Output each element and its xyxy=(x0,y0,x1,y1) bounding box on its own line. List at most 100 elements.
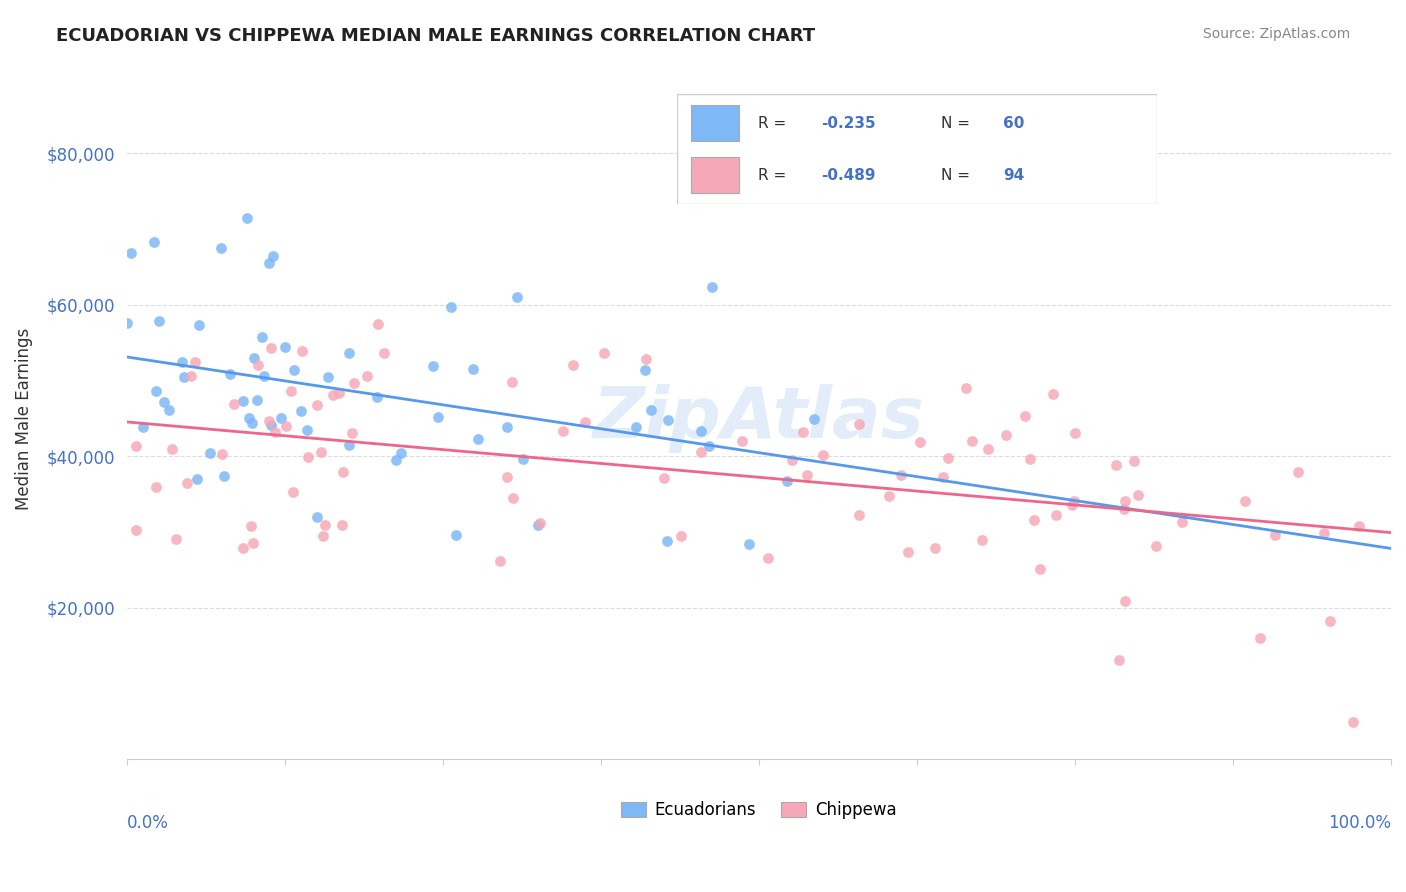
Point xyxy=(502,491,524,505)
Point xyxy=(157,402,180,417)
Point xyxy=(1019,451,1042,466)
Point xyxy=(890,468,912,483)
Point xyxy=(145,384,167,398)
Point xyxy=(238,410,260,425)
Text: ZipAtlas: ZipAtlas xyxy=(593,384,925,453)
Point xyxy=(170,355,193,369)
Point xyxy=(257,414,280,428)
Point xyxy=(640,402,662,417)
Point xyxy=(960,434,983,449)
Point xyxy=(574,415,596,429)
Point xyxy=(488,554,510,568)
Point xyxy=(186,472,208,486)
Point xyxy=(527,518,550,533)
Point xyxy=(669,528,692,542)
Point xyxy=(977,442,1000,456)
Point xyxy=(1249,631,1271,645)
Point xyxy=(1014,409,1036,423)
Point xyxy=(367,317,389,331)
Point xyxy=(330,517,353,532)
Point xyxy=(218,368,240,382)
Point xyxy=(467,432,489,446)
Point xyxy=(297,450,319,465)
Point xyxy=(1313,525,1336,540)
Point xyxy=(1319,614,1341,628)
Point xyxy=(877,489,900,503)
Point xyxy=(994,427,1017,442)
Point xyxy=(813,448,835,462)
Point xyxy=(495,470,517,484)
Point xyxy=(737,537,759,551)
Point xyxy=(142,235,165,249)
Point xyxy=(246,358,269,372)
Point xyxy=(211,447,233,461)
Point xyxy=(1024,513,1046,527)
Point xyxy=(125,523,148,537)
Point xyxy=(209,241,232,255)
Point xyxy=(356,368,378,383)
Point xyxy=(314,517,336,532)
Point xyxy=(1063,494,1085,508)
Point xyxy=(970,533,993,548)
Point xyxy=(184,355,207,369)
Point xyxy=(932,470,955,484)
Point xyxy=(389,445,412,459)
Point xyxy=(337,346,360,360)
Point xyxy=(232,541,254,556)
Point xyxy=(756,550,779,565)
Text: Source: ZipAtlas.com: Source: ZipAtlas.com xyxy=(1202,27,1350,41)
Point xyxy=(908,435,931,450)
Point xyxy=(1123,454,1146,468)
Point xyxy=(165,532,187,546)
Point xyxy=(246,392,269,407)
Point xyxy=(332,465,354,479)
Point xyxy=(117,317,139,331)
Point xyxy=(1042,387,1064,401)
Point xyxy=(264,425,287,440)
Point xyxy=(232,393,254,408)
Y-axis label: Median Male Earnings: Median Male Earnings xyxy=(15,327,32,509)
Point xyxy=(262,249,284,263)
Point xyxy=(305,509,328,524)
Point xyxy=(461,362,484,376)
Point xyxy=(120,246,142,260)
Point xyxy=(274,340,297,354)
Legend: Ecuadorians, Chippewa: Ecuadorians, Chippewa xyxy=(614,795,903,826)
Point xyxy=(593,346,616,360)
Point xyxy=(1347,519,1369,533)
Point xyxy=(145,480,167,494)
Point xyxy=(280,384,302,399)
Point xyxy=(212,469,235,483)
Point xyxy=(1029,562,1052,576)
Point xyxy=(270,411,292,425)
Point xyxy=(281,484,304,499)
Point xyxy=(936,451,959,466)
Point xyxy=(252,369,274,384)
Point xyxy=(337,438,360,452)
Point xyxy=(633,362,655,376)
Point xyxy=(897,545,920,559)
Point xyxy=(250,330,273,344)
Point xyxy=(803,412,825,426)
Point xyxy=(311,528,333,542)
Point xyxy=(624,420,647,434)
Point xyxy=(657,413,679,427)
Point xyxy=(148,314,170,328)
Point xyxy=(495,419,517,434)
Point xyxy=(242,535,264,549)
Point xyxy=(731,434,754,448)
Point xyxy=(1114,502,1136,516)
Point xyxy=(173,369,195,384)
Point xyxy=(283,363,305,377)
Point xyxy=(384,452,406,467)
Point xyxy=(776,474,799,488)
Point xyxy=(506,290,529,304)
Point xyxy=(440,300,463,314)
Point xyxy=(373,345,395,359)
Point xyxy=(1114,593,1136,607)
Point xyxy=(176,476,198,491)
Point xyxy=(1341,714,1364,729)
Point xyxy=(343,376,366,390)
Point xyxy=(1060,498,1083,512)
Point xyxy=(257,256,280,270)
